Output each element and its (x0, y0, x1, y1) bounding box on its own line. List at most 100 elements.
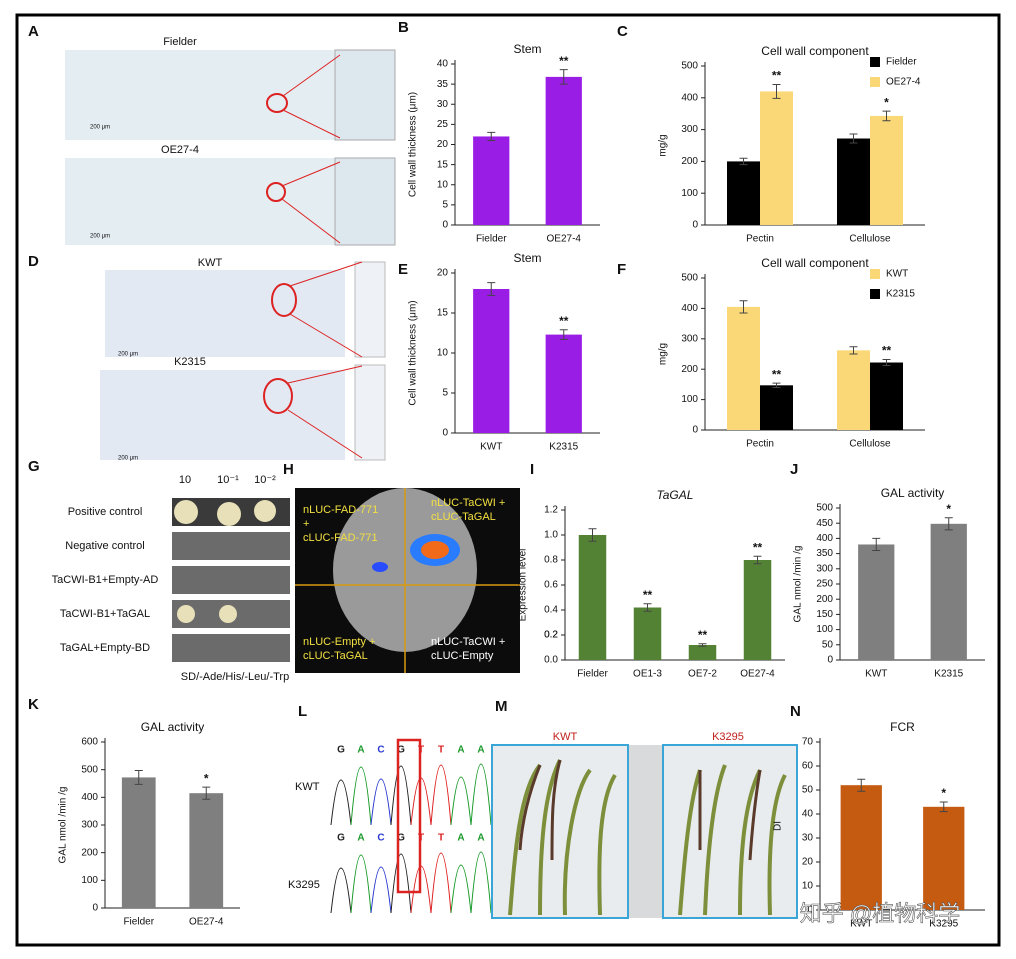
bar (837, 138, 870, 225)
peak (370, 778, 392, 826)
peak (350, 854, 372, 914)
y-tick-label: 10 (437, 348, 449, 359)
column-label: 10 (179, 474, 191, 486)
error-bar (772, 382, 781, 388)
significance: ** (772, 367, 782, 381)
y-tick-label: 200 (681, 364, 698, 375)
chart-title: FCR (890, 720, 915, 734)
row-label: TaGAL+Empty-BD (60, 642, 150, 654)
chart-title: Cell wall component (761, 44, 869, 58)
error-bar (882, 110, 891, 122)
base-label: A (457, 745, 464, 756)
y-tick-label: 300 (681, 333, 698, 344)
x-tick-label: KWT (480, 442, 502, 453)
seedlings (508, 759, 787, 916)
panel-label: D (28, 253, 39, 270)
significance: * (941, 786, 946, 800)
x-tick-label: K2315 (934, 669, 963, 680)
zoom-line (282, 54, 341, 139)
base-label: T (438, 833, 444, 844)
y-axis-label: mg/g (658, 343, 669, 365)
panel-label: J (790, 461, 798, 478)
legend-label: K2315 (886, 289, 915, 300)
frame (15, 13, 1001, 947)
micrograph-zoom (334, 49, 396, 141)
quadrant-line (295, 488, 520, 673)
y-tick-label: 0.2 (544, 630, 558, 641)
x-tick-label: Fielder (577, 669, 608, 680)
peak (430, 852, 452, 914)
highlight (263, 378, 293, 414)
micrograph-zoom (354, 261, 386, 358)
bar (578, 535, 607, 660)
y-tick-label: 20 (437, 139, 449, 150)
bar (930, 523, 967, 660)
quadrant-label: cLUC-TaGAL (303, 650, 368, 662)
base-label: G (397, 833, 405, 844)
y-tick-label: 0 (692, 425, 698, 436)
significance: ** (698, 628, 708, 642)
y-tick-label: 1.2 (544, 505, 558, 516)
y-tick-label: 0 (692, 220, 698, 231)
legend-label: KWT (886, 269, 908, 280)
yeast-spot (219, 605, 237, 623)
base-label: A (477, 745, 484, 756)
row-label: TaCWI-B1+Empty-AD (52, 574, 159, 586)
y-tick-label: 100 (681, 188, 698, 199)
x-tick-label: KWT (850, 919, 872, 930)
y-axis-label: DI (773, 821, 784, 831)
significance: ** (643, 588, 653, 602)
panel-label: E (398, 261, 408, 278)
image-label: K2315 (174, 356, 206, 368)
bar (688, 645, 717, 660)
gap (628, 745, 663, 918)
y-tick-label: 100 (681, 394, 698, 405)
quadrant-label: nLUC-Empty + (303, 636, 375, 648)
legend-swatch (870, 269, 880, 279)
quadrant-label: nLUC-TaCWI + (431, 636, 505, 648)
row-label: KWT (295, 781, 320, 793)
y-tick-label: 150 (816, 609, 833, 620)
peak (330, 867, 352, 914)
quadrant-label: cLUC-Empty (431, 650, 494, 662)
yeast-spot (177, 605, 195, 623)
yeast-spot (217, 502, 241, 526)
row-label: Positive control (68, 506, 143, 518)
base-label: G (337, 833, 345, 844)
row-label: TaCWI-B1+TaGAL (60, 608, 150, 620)
chart-title: GAL activity (881, 486, 945, 500)
legend-label: OE27-4 (886, 77, 921, 88)
y-tick-label: 200 (681, 156, 698, 167)
error-bar (487, 282, 496, 296)
y-tick-label: 250 (816, 579, 833, 590)
y-tick-label: 200 (81, 847, 98, 858)
y-tick-label: 0.4 (544, 605, 558, 616)
bar (545, 76, 582, 225)
legend-swatch (870, 77, 880, 87)
error-bar (134, 769, 143, 785)
y-tick-label: 15 (437, 159, 449, 170)
x-tick-label: OE27-4 (740, 669, 775, 680)
error-bar (643, 603, 652, 612)
bar (760, 91, 793, 225)
y-tick-label: 600 (81, 737, 98, 748)
panel-label: F (617, 261, 626, 278)
y-tick-label: 0 (442, 220, 448, 231)
bar (473, 289, 510, 433)
y-tick-label: 100 (81, 875, 98, 886)
error-bar (487, 131, 496, 141)
y-tick-label: 40 (802, 809, 814, 820)
chart-title: Cell wall component (761, 256, 869, 270)
y-tick-label: 0 (442, 428, 448, 439)
signal (421, 541, 449, 559)
image-label: KWT (198, 257, 223, 269)
image-label: Fielder (163, 36, 197, 48)
plate-strip (172, 634, 290, 662)
bar (923, 806, 965, 910)
x-tick-label: OE27-4 (189, 917, 224, 928)
image-label: K3295 (712, 731, 744, 743)
micrograph-zoom (354, 364, 386, 461)
y-tick-label: 20 (802, 857, 814, 868)
significance: ** (753, 540, 763, 554)
y-tick-label: 450 (816, 518, 833, 529)
